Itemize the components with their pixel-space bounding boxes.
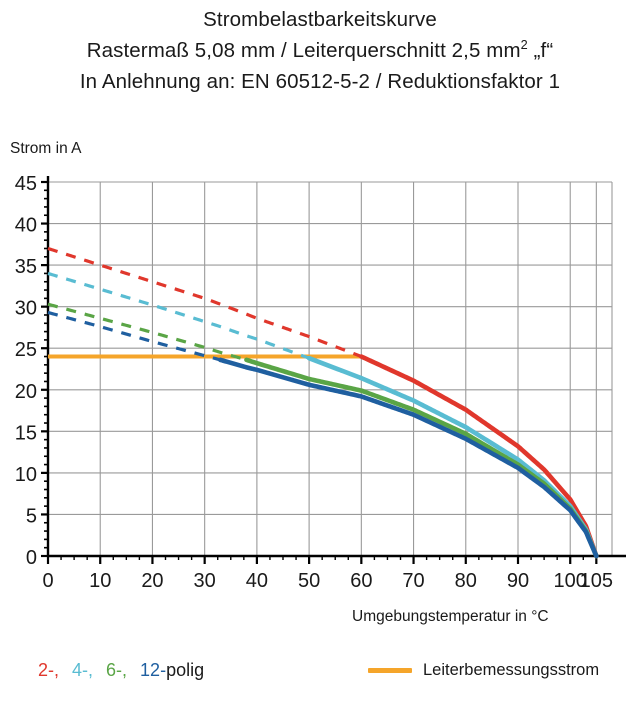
x-tick-label-0: 0 <box>42 570 53 590</box>
legend-pole-4: 4-, <box>72 660 94 680</box>
y-tick-label-35: 35 <box>15 256 37 278</box>
series-solid-segment <box>218 357 599 559</box>
x-tick-label-30: 30 <box>194 570 216 590</box>
x-tick-label-80: 80 <box>455 570 477 590</box>
rated-current-line-swatch <box>368 668 412 673</box>
y-tick-label-10: 10 <box>15 464 37 486</box>
chart-legend: 2-, 4-, 6-, 12- polig Leiterbemessungsstrom <box>0 660 640 700</box>
series-6-polig <box>47 302 599 559</box>
x-tick-label-40: 40 <box>246 570 268 590</box>
y-tick-label-40: 40 <box>15 215 37 237</box>
series-2-polig <box>47 246 599 559</box>
legend-poles-suffix: polig <box>166 660 205 680</box>
series-solid-segment <box>244 357 599 559</box>
x-axis-title: Umgebungstemperatur in °C <box>352 608 549 625</box>
y-tick-label-30: 30 <box>15 298 37 320</box>
series-solid-segment <box>306 355 599 559</box>
y-tick-label-15: 15 <box>15 422 37 444</box>
legend-pole-6: 6-, <box>106 660 128 680</box>
chart-title-block: Strombelastbarkeitskurve Rastermaß 5,08 … <box>0 4 640 97</box>
rated-current-label: Leiterbemessungsstrom <box>423 661 600 679</box>
series-dashed-segment <box>47 246 362 359</box>
x-tick-label-60: 60 <box>350 570 372 590</box>
x-tick-label-70: 70 <box>402 570 424 590</box>
x-tick-label-50: 50 <box>298 570 320 590</box>
title-line-2-suffix: „f“ <box>527 39 554 62</box>
current-carrying-capacity-chart: 0 5 10 15 20 25 30 35 40 45 0 10 20 30 40 50 60 70 80 90 100… <box>15 173 626 590</box>
title-line-2-superscript: 2 <box>520 37 528 53</box>
x-tick-label-10: 10 <box>89 570 111 590</box>
legend-poles-group: 2-, 4-, 6-, 12- polig <box>38 660 204 681</box>
legend-pole-12: 12- <box>140 660 167 680</box>
y-axis-title: Strom in A <box>10 140 82 157</box>
series-12-polig <box>47 310 599 559</box>
plot-area: 0 5 10 15 20 25 30 35 40 45 0 10 20 30 40 50 60 70 80 90 100… <box>0 160 640 590</box>
title-line-3: In Anlehnung an: EN 60512-5-2 / Reduktio… <box>79 70 561 93</box>
series-4-polig <box>47 271 599 559</box>
legend-rated-current-group: Leiterbemessungsstrom <box>368 661 599 680</box>
series-dashed-segment <box>47 271 310 360</box>
y-tick-label-45: 45 <box>15 173 37 195</box>
y-tick-label-5: 5 <box>26 505 37 527</box>
title-line-1: Strombelastbarkeitskurve <box>203 8 437 31</box>
y-tick-label-0: 0 <box>26 547 37 569</box>
y-tick-label-20: 20 <box>15 381 37 403</box>
series-dashed-segment <box>47 302 247 362</box>
y-tick-label-25: 25 <box>15 339 37 361</box>
x-tick-label-105: 105 <box>580 570 613 590</box>
series-solid-segment <box>359 354 599 559</box>
title-line-2-main: Rastermaß 5,08 mm / Leiterquerschnitt 2,… <box>86 39 521 62</box>
title-line-2: Rastermaß 5,08 mm / Leiterquerschnitt 2,… <box>0 35 640 66</box>
x-tick-label-90: 90 <box>507 570 529 590</box>
plot-background <box>48 182 612 556</box>
x-tick-label-100: 100 <box>554 570 587 590</box>
x-tick-label-20: 20 <box>141 570 163 590</box>
legend-pole-2: 2-, <box>38 660 60 680</box>
